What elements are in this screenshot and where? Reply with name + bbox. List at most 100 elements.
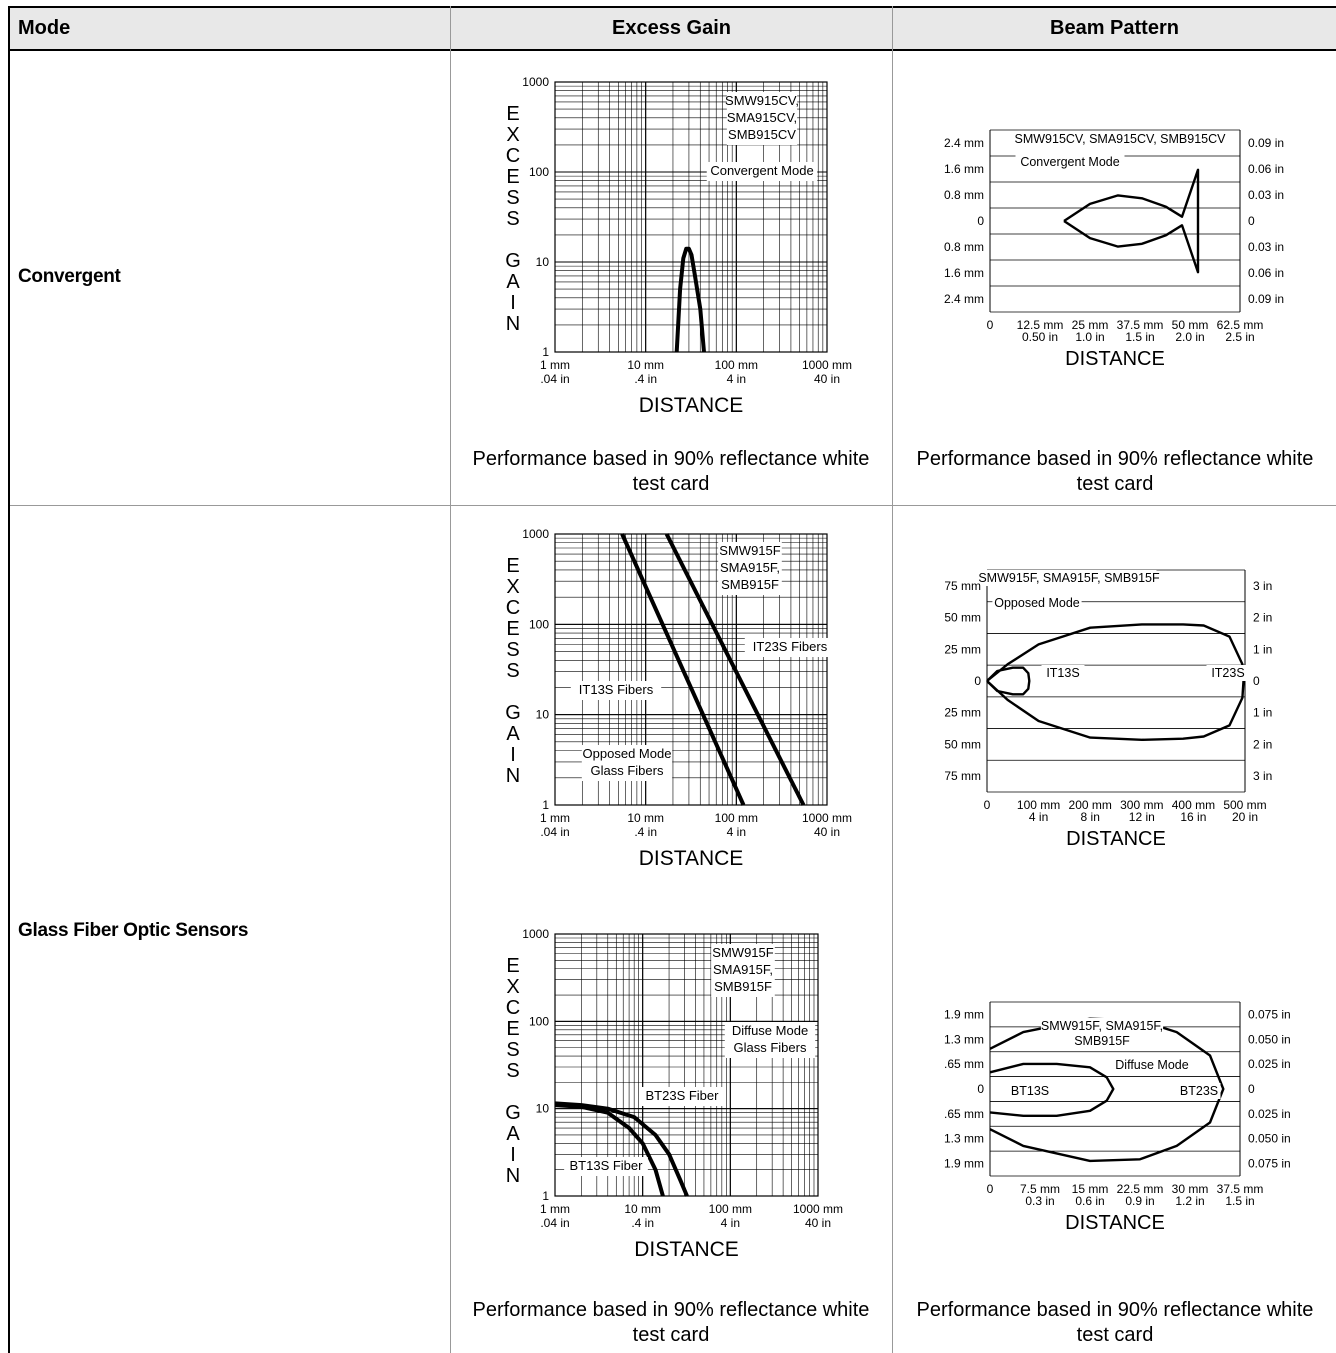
series-label: BT13S <box>1011 1084 1049 1098</box>
series-line <box>554 1101 689 1197</box>
table-top-border <box>8 6 1336 8</box>
chart-title-bg <box>711 944 775 997</box>
chart-title: SMW915F, SMA915F, <box>1041 1019 1163 1033</box>
x-tick-label: 62.5 mm <box>1217 318 1264 332</box>
y-axis-letter: A <box>506 723 520 745</box>
right-tick-label: 0 <box>1248 1082 1255 1096</box>
beam-pattern-chart-opposed: 75 mm 50 mm 25 mm 0 25 mm 50 mm 75 mm 3 in 2 in 1… <box>944 569 1272 850</box>
x-tick-label: 400 mm <box>1172 798 1215 812</box>
beam-pattern-chart-diffuse: 1.9 mm 1.3 mm .65 mm 0 .65 mm 1.3 mm 1.9 mm 0.0… <box>944 1001 1291 1234</box>
x-axis-label: DISTANCE <box>634 1238 739 1261</box>
y-axis-letter: N <box>506 313 520 335</box>
x-tick-label-in: 40 in <box>805 1216 831 1230</box>
x-tick-label: 100 mm <box>715 358 758 372</box>
chart-title-bg <box>981 570 1157 586</box>
x-tick-label-in: 2.0 in <box>1175 330 1204 344</box>
left-tick-label: 1.3 mm <box>944 1132 984 1146</box>
mode-annotation: Glass Fibers <box>734 1040 807 1055</box>
y-axis-letter: C <box>506 997 520 1019</box>
right-tick-label: 2 in <box>1253 737 1272 751</box>
y-axis-letter: X <box>506 976 519 998</box>
series-label: BT23S <box>1180 1084 1218 1098</box>
series-label: IT23S <box>1211 666 1244 680</box>
chart-title: SMB915CV <box>728 127 796 142</box>
y-axis-letter: C <box>506 145 520 167</box>
x-tick-label-in: 1.0 in <box>1075 330 1104 344</box>
y-axis-letter: E <box>506 103 519 125</box>
right-tick-label: 0.050 in <box>1248 1032 1291 1046</box>
chart-title: SMW915CV, <box>725 93 799 108</box>
y-axis-letter: E <box>506 1018 519 1040</box>
y-tick-label: 10 <box>536 1102 550 1116</box>
series-label: BT23S Fiber <box>646 1088 720 1103</box>
x-tick-label-in: .04 in <box>540 372 569 386</box>
y-tick-label: 1 <box>542 798 549 812</box>
x-axis-label: DISTANCE <box>1066 828 1166 850</box>
y-axis-letter: I <box>510 744 516 766</box>
x-tick-label-in: 4 in <box>1029 810 1048 824</box>
y-axis-letter: G <box>505 1102 521 1124</box>
x-tick-label: 1000 mm <box>802 358 852 372</box>
mode-glass-fiber: Glass Fiber Optic Sensors <box>18 920 249 941</box>
x-tick-label: 100 mm <box>715 811 758 825</box>
right-tick-label: 0.075 in <box>1248 1157 1291 1171</box>
x-tick-label-in: 0.50 in <box>1022 330 1058 344</box>
y-axis-letter: S <box>506 1060 519 1082</box>
y-axis-letter: S <box>506 639 519 661</box>
plot-frame <box>554 81 828 353</box>
chart-title: SMW915F <box>719 543 780 558</box>
y-axis-letter: S <box>506 1039 519 1061</box>
x-axis-label: DISTANCE <box>639 394 744 417</box>
x-tick-label: 1000 mm <box>802 811 852 825</box>
plot-frame <box>554 933 819 1197</box>
series-label: IT13S <box>1046 666 1079 680</box>
chart-title-bg <box>718 542 782 595</box>
right-tick-label: 0.025 in <box>1248 1057 1291 1071</box>
mode-annotation: Opposed Mode <box>583 746 672 761</box>
x-tick-label: 15 mm <box>1072 1182 1109 1196</box>
x-tick-label: 500 mm <box>1223 798 1266 812</box>
left-tick-label: 0 <box>977 214 984 228</box>
series-label-bg <box>1177 1083 1221 1099</box>
mode-convergent: Convergent <box>18 266 121 287</box>
right-tick-label: 0.025 in <box>1248 1107 1291 1121</box>
right-tick-label: 0.09 in <box>1248 292 1284 306</box>
right-tick-label: 0.06 in <box>1248 266 1284 280</box>
x-tick-label-in: 4 in <box>727 372 746 386</box>
right-tick-label: 1 in <box>1253 706 1272 720</box>
series-label-bg <box>640 1087 724 1106</box>
mode-annotation: Glass Fibers <box>591 763 664 778</box>
y-tick-label: 10 <box>536 255 550 269</box>
right-tick-label: 2 in <box>1253 611 1272 625</box>
chart-title: SMW915CV, SMA915CV, SMB915CV <box>1015 132 1227 146</box>
mode-annotation: Diffuse Mode <box>732 1023 808 1038</box>
x-tick-label: 100 mm <box>1017 798 1060 812</box>
right-tick-label: 0.075 in <box>1248 1007 1291 1021</box>
left-tick-label: 0.8 mm <box>944 188 984 202</box>
column-divider-2 <box>892 6 893 1353</box>
series-label-bg <box>1008 1083 1052 1099</box>
right-tick-label: 1 in <box>1253 642 1272 656</box>
left-tick-label: 1.3 mm <box>944 1032 984 1046</box>
chart-title: SMW915F, SMA915F, SMB915F <box>978 571 1160 585</box>
x-tick-label-in: 8 in <box>1081 810 1100 824</box>
x-tick-label: 12.5 mm <box>1017 318 1064 332</box>
chart-title: SMB915F <box>1074 1034 1130 1048</box>
left-tick-label: .65 mm <box>944 1057 984 1071</box>
x-axis-label: DISTANCE <box>639 847 744 870</box>
beam-pattern-caption-glass: Performance based in 90% reflectance whi… <box>916 1299 1314 1346</box>
chart-title: SMB915F <box>721 577 779 592</box>
series-label: IT23S Fibers <box>753 639 828 654</box>
chart-title-bg <box>1022 131 1218 147</box>
x-tick-label: 10 mm <box>627 358 664 372</box>
table-header-row <box>8 7 1336 50</box>
chart-title-bg <box>726 92 798 145</box>
x-tick-label-in: 0.3 in <box>1025 1194 1054 1208</box>
y-axis-letter: G <box>505 250 521 272</box>
x-tick-label: 1 mm <box>540 358 570 372</box>
y-axis-letter: S <box>506 660 519 682</box>
x-tick-label: 30 mm <box>1172 1182 1209 1196</box>
x-tick-label: 100 mm <box>709 1202 752 1216</box>
series-line <box>1063 168 1200 274</box>
y-axis-letter: S <box>506 208 519 230</box>
